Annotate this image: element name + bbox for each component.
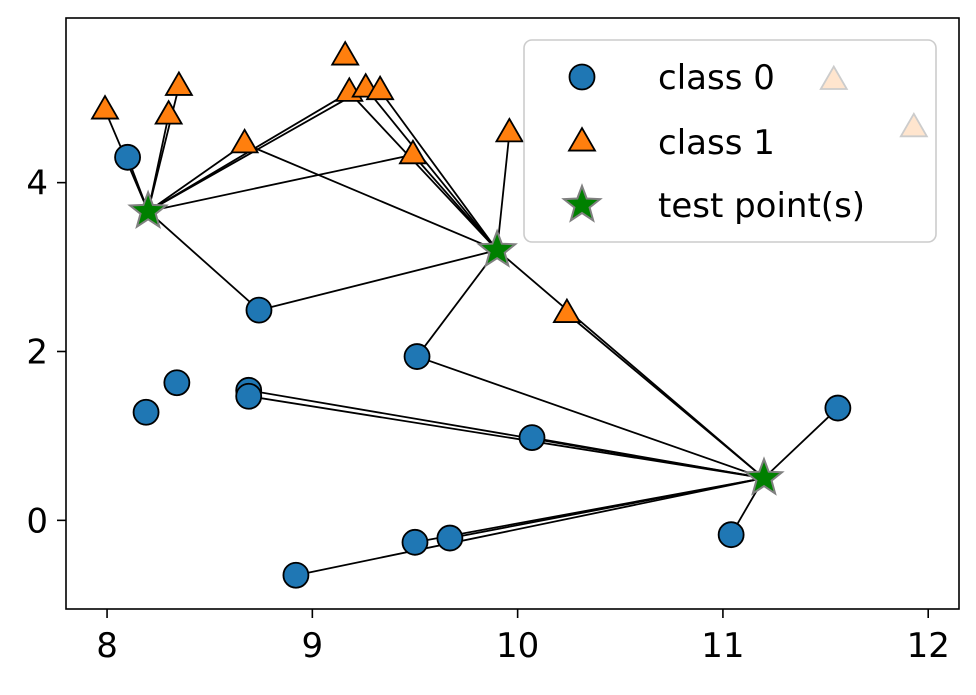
class-1-point [90,94,120,120]
neighbor-line [248,395,765,480]
neighbor-line [248,389,765,480]
class-1-point [398,139,428,165]
y-tick-label: 4 [26,164,48,204]
neighbor-line [412,154,498,251]
legend-box [523,39,937,243]
legend-label: test point(s) [658,186,865,226]
class-0-point [114,143,141,171]
neighbor-line [414,477,765,544]
class-0-point [824,394,852,422]
test-point [743,456,785,496]
class-0-point [401,528,429,556]
test-point [476,228,518,268]
x-tick-label: 9 [302,626,324,666]
neighbor-line [147,153,414,213]
legend-circle-icon [568,63,596,91]
class-0-point [282,561,310,589]
y-tick-label: 2 [26,332,48,372]
neighbor-lines [104,86,839,577]
class-0-point [245,296,273,324]
x-tick-label: 11 [701,626,744,666]
class-1-point [230,128,260,154]
class-1-point [552,297,582,323]
class-1-point [330,40,360,66]
class-0-point [717,521,745,549]
neighbor-line [295,477,765,577]
neighbor-line [147,210,260,311]
neighbor-line [496,132,511,251]
legend-star-icon [561,183,603,223]
legend-label: class 1 [658,123,775,163]
y-tick-label: 0 [26,501,48,541]
class-1-point [365,74,395,101]
class-0-point [518,424,546,452]
x-tick-label: 12 [907,626,950,666]
class-0-point [235,382,263,410]
neighbor-line [763,407,839,479]
neighbor-line [379,90,498,251]
test-point [127,189,169,230]
x-tick-label: 10 [496,626,539,666]
data-points [90,40,929,589]
neighbor-line [365,87,498,251]
neighbor-line [416,249,498,358]
class-1-point [154,99,184,125]
axis-ticks: 8 9 10 11 12 0 2 4 [26,164,949,666]
neighbor-line [147,86,180,212]
class-1-point [164,70,194,96]
legend-label: class 0 [658,58,775,98]
neighbor-line [348,91,498,251]
neighbor-line [258,249,498,311]
class-0-point [436,524,464,552]
neighbor-line [244,142,498,252]
class-0-point [163,369,191,397]
class-0-point [132,398,160,426]
class-0-point [403,343,431,370]
legend: class 0 class 1 test point(s) [523,39,937,243]
plot-frame [65,17,960,610]
class-1-point [494,117,524,143]
neighbor-line [566,312,765,479]
neighbor-line [416,355,765,479]
test-points [127,189,785,496]
neighbor-line [147,143,246,213]
legend-triangle-icon [567,126,597,152]
x-tick-label: 8 [96,626,118,666]
